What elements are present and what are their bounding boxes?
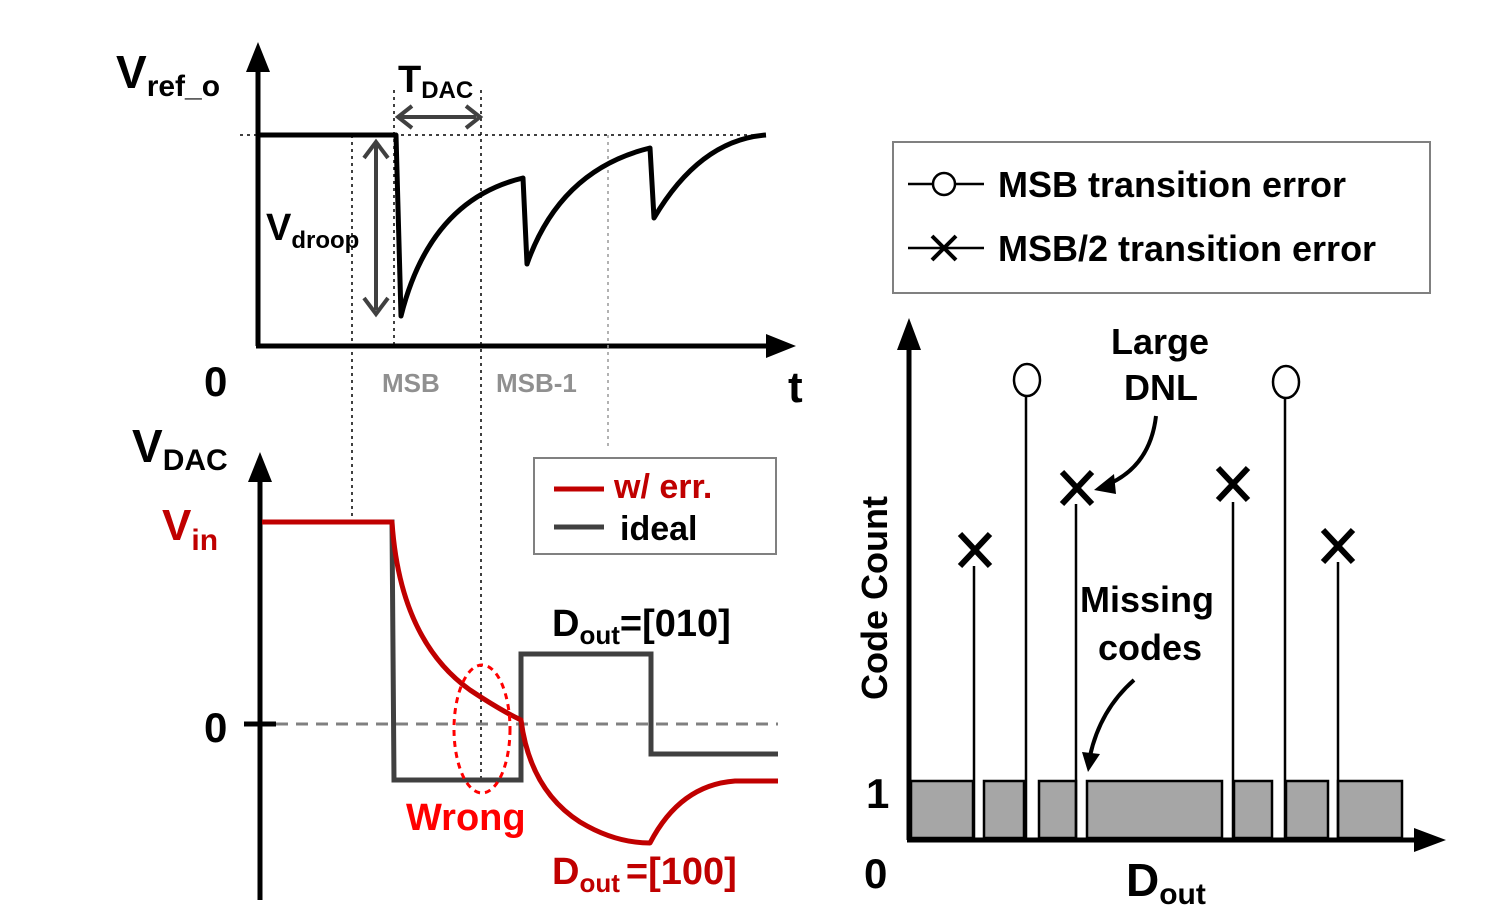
hist-bar bbox=[1037, 779, 1078, 840]
hist-bar bbox=[982, 779, 1026, 840]
tdac-arrow-left bbox=[394, 104, 414, 130]
cross-marker bbox=[1059, 469, 1095, 507]
top-y-label: Vref_o bbox=[116, 46, 220, 103]
bottom-legend-box bbox=[533, 457, 777, 555]
hist-y-arrow bbox=[897, 318, 921, 350]
hist-spikes bbox=[972, 396, 1340, 838]
cross-marker bbox=[1215, 465, 1251, 503]
cross-markers bbox=[957, 465, 1356, 569]
vdroop-label: Vdroop bbox=[266, 207, 359, 254]
missing-arrow bbox=[1088, 678, 1136, 757]
cross-marker bbox=[1320, 527, 1356, 565]
legend-cross-marker bbox=[930, 234, 958, 262]
top-plot: Vref_o 0 t TDAC Vdroop MSB MSB-1 bbox=[116, 42, 803, 780]
legend-ideal-label: ideal bbox=[620, 510, 697, 548]
hist-origin-label: 0 bbox=[864, 850, 887, 897]
bottom-y-label: VDAC bbox=[132, 420, 228, 477]
top-x-arrow bbox=[766, 334, 796, 358]
histogram-legend: MSB transition error MSB/2 transition er… bbox=[892, 141, 1431, 294]
annotation-dnl: DNL bbox=[1124, 367, 1198, 408]
cross-marker bbox=[957, 531, 993, 569]
missing-arrowhead bbox=[1082, 752, 1100, 772]
wrong-label: Wrong bbox=[406, 797, 526, 839]
marker-msb-1: MSB-1 bbox=[496, 368, 577, 398]
bottom-legend: w/ err. ideal bbox=[533, 457, 777, 555]
hist-one-label: 1 bbox=[866, 770, 889, 817]
bottom-zero-label: 0 bbox=[204, 704, 227, 751]
wrong-ellipse bbox=[452, 663, 512, 795]
legend-msb2-label: MSB/2 transition error bbox=[998, 228, 1376, 269]
dnl-arrowhead bbox=[1094, 474, 1116, 494]
vref-waveform bbox=[258, 132, 767, 319]
tdac-label: TDAC bbox=[398, 59, 473, 104]
legend-circle-marker bbox=[931, 171, 957, 197]
legend-msb-label: MSB transition error bbox=[998, 164, 1346, 205]
hist-bar bbox=[1336, 779, 1404, 840]
histogram: MSB transition error MSB/2 transition er… bbox=[854, 141, 1446, 911]
hist-bar bbox=[1232, 779, 1274, 840]
circle-marker bbox=[1271, 364, 1301, 400]
tdac-arrow-right bbox=[464, 104, 484, 130]
vdroop-arrow-bottom bbox=[362, 296, 390, 318]
top-origin-label: 0 bbox=[204, 358, 227, 405]
vin-label: Vin bbox=[162, 501, 218, 557]
hist-x-arrow bbox=[1414, 828, 1446, 852]
hist-bar bbox=[909, 779, 975, 840]
vdroop-arrow-top bbox=[362, 138, 390, 160]
dnl-arrow bbox=[1103, 415, 1158, 488]
dout-error-label: Dout =[100] bbox=[552, 851, 737, 898]
annotation-codes: codes bbox=[1098, 627, 1202, 668]
top-y-arrow bbox=[246, 42, 270, 72]
legend-error-label: w/ err. bbox=[613, 468, 712, 506]
bottom-plot: VDAC 0 Vin Wrong Dout=[010] Dout =[100] w… bbox=[132, 420, 778, 900]
circle-marker bbox=[1012, 362, 1042, 398]
hist-bar bbox=[1085, 779, 1224, 840]
top-x-label: t bbox=[788, 363, 803, 412]
annotation-large: Large bbox=[1111, 321, 1209, 362]
marker-msb: MSB bbox=[382, 368, 440, 398]
hist-bar bbox=[1284, 779, 1330, 840]
hist-x-label: Dout bbox=[1126, 854, 1206, 911]
dout-ideal-label: Dout=[010] bbox=[552, 603, 731, 650]
bottom-y-arrow bbox=[248, 452, 272, 482]
hist-y-label: Code Count bbox=[854, 496, 895, 700]
ideal-waveform bbox=[262, 519, 778, 783]
error-waveform bbox=[262, 519, 778, 846]
annotation-missing: Missing bbox=[1080, 579, 1214, 620]
histogram-legend-box bbox=[892, 141, 1431, 294]
histogram-bars bbox=[909, 779, 1404, 840]
